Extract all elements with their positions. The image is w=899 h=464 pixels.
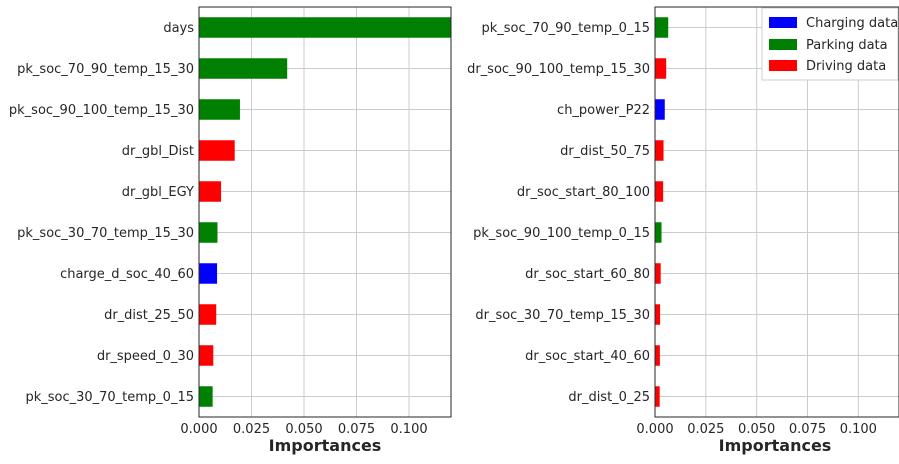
bar-dr-gbl-egy	[199, 181, 222, 202]
x-tick-label: 0.075	[338, 422, 375, 437]
y-tick-label: charge_d_soc_40_60	[60, 267, 194, 282]
y-tick-label: dr_soc_30_70_temp_15_30	[475, 308, 650, 323]
left-importance-panel: 0.000 0.025 0.050 0.075 0.100 days pk_soc_70_9…	[9, 6, 452, 455]
x-tick-label: 0.075	[789, 422, 826, 437]
y-tick-label: pk_soc_70_90_temp_15_30	[17, 62, 194, 77]
x-axis-title: Importances	[719, 436, 832, 455]
y-tick-label: dr_speed_0_30	[97, 349, 194, 364]
x-tick-label: 0.050	[738, 422, 775, 437]
bar-pk-soc-70-90-temp-0-15	[655, 17, 669, 38]
x-tick-label: 0.025	[687, 422, 724, 437]
x-axis-title: Importances	[269, 436, 382, 455]
bar-pk-soc-70-90-temp-15-30	[199, 58, 288, 79]
bar-pk-soc-90-100-temp-0-15	[655, 222, 662, 243]
legend-label-charging: Charging data	[806, 16, 898, 31]
y-tick-label: dr_gbl_Dist	[122, 144, 194, 159]
x-tick-label: 0.100	[390, 422, 427, 437]
bar-pk-soc-30-70-temp-0-15	[199, 386, 213, 407]
y-tick-label: pk_soc_90_100_temp_0_15	[473, 226, 650, 241]
bar-charge-d-soc-40-60	[199, 263, 218, 284]
bar-ch-power-p22	[655, 99, 665, 120]
x-tick-label: 0.100	[840, 422, 877, 437]
y-tick-label: dr_soc_start_40_60	[525, 349, 650, 364]
legend: Charging data Parking data Driving data	[761, 7, 899, 81]
y-tick-label: pk_soc_90_100_temp_15_30	[9, 103, 194, 118]
bar-dr-dist-50-75	[655, 140, 664, 161]
legend-label-driving: Driving data	[806, 59, 886, 74]
y-tick-label: dr_dist_25_50	[104, 308, 194, 323]
y-tick-label: pk_soc_70_90_temp_0_15	[481, 21, 650, 36]
legend-swatch-parking	[769, 39, 797, 50]
y-tick-label: dr_dist_0_25	[568, 390, 650, 405]
x-tick-label: 0.025	[233, 422, 270, 437]
y-tick-label: days	[163, 21, 194, 36]
bar-dr-soc-start-60-80	[655, 263, 661, 284]
bar-days	[199, 17, 451, 38]
bar-pk-soc-30-70-temp-15-30	[199, 222, 218, 243]
bar-dr-soc-start-80-100	[655, 181, 664, 202]
bar-dr-soc-90-100-temp-15-30	[655, 58, 667, 79]
x-tick-label: 0.000	[180, 422, 217, 437]
bar-dr-soc-30-70-temp-15-30	[655, 304, 661, 325]
y-tick-label: pk_soc_30_70_temp_0_15	[25, 390, 194, 405]
bar-pk-soc-90-100-temp-15-30	[199, 99, 240, 120]
y-tick-label: dr_gbl_EGY	[122, 185, 194, 200]
plot-frame	[654, 6, 899, 418]
bar-dr-speed-0-30	[199, 345, 214, 366]
y-tick-label: dr_dist_50_75	[560, 144, 650, 159]
legend-swatch-driving	[769, 60, 797, 71]
legend-label-parking: Parking data	[806, 38, 888, 53]
legend-swatch-charging	[769, 17, 797, 28]
y-tick-label: ch_power_P22	[557, 103, 650, 118]
bar-dr-dist-25-50	[199, 304, 217, 325]
bar-dr-soc-start-40-60	[655, 345, 660, 366]
y-tick-label: pk_soc_30_70_temp_15_30	[17, 226, 194, 241]
y-tick-label: dr_soc_start_60_80	[525, 267, 650, 282]
y-tick-label: dr_soc_90_100_temp_15_30	[467, 62, 650, 77]
x-tick-label: 0.000	[636, 422, 673, 437]
bar-dr-gbl-dist	[199, 140, 235, 161]
plot-frame	[198, 6, 452, 418]
y-tick-label: dr_soc_start_80_100	[517, 185, 650, 200]
bar-dr-dist-0-25	[655, 386, 660, 407]
x-tick-label: 0.050	[285, 422, 322, 437]
